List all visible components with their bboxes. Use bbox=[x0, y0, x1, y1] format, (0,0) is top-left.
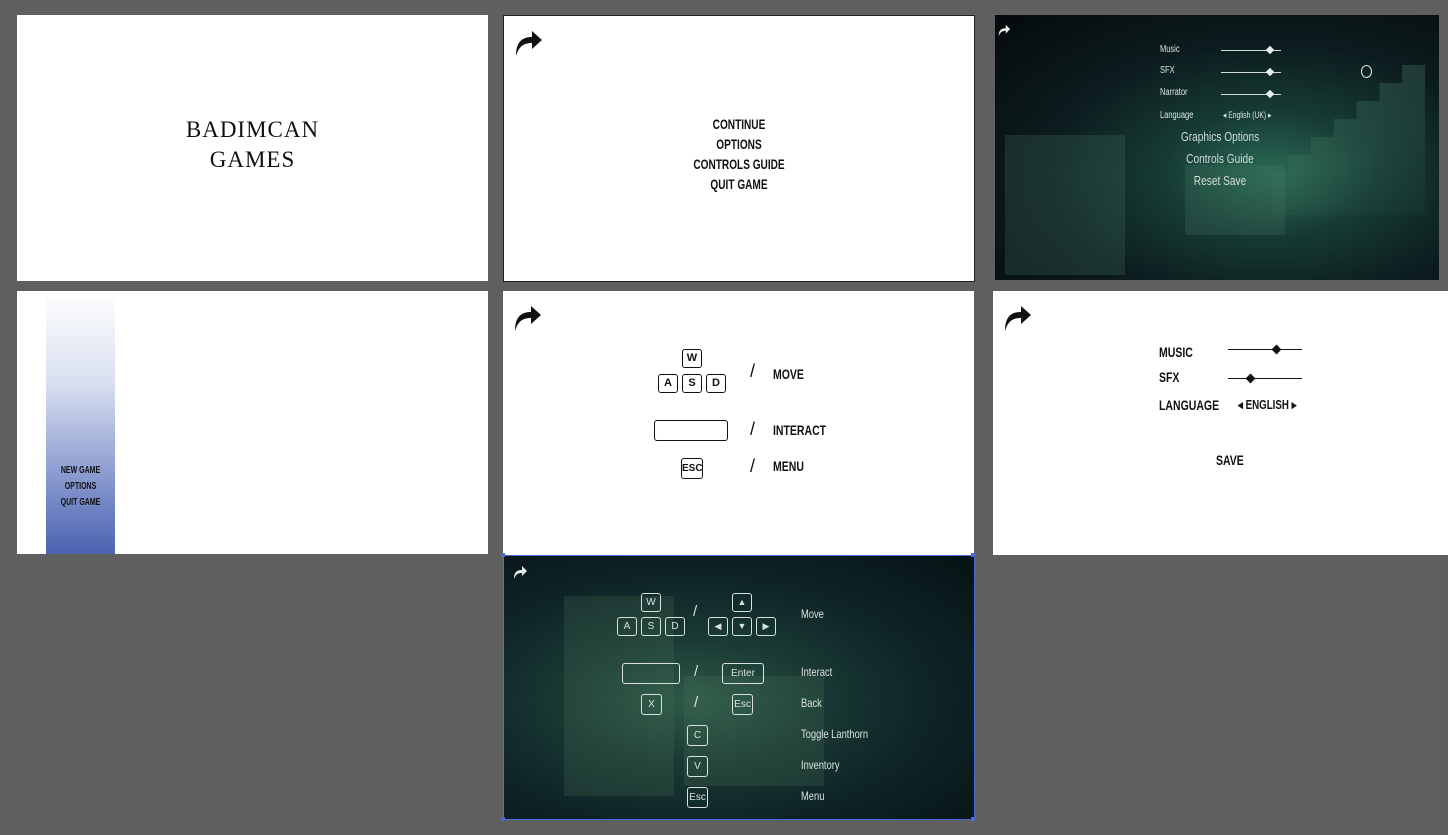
menu-item-options[interactable]: OPTIONS bbox=[64, 481, 97, 492]
key-space bbox=[654, 420, 728, 441]
menu-item-quit-game[interactable]: QUIT GAME bbox=[60, 497, 101, 508]
key-w: W bbox=[641, 593, 661, 612]
key-c: C bbox=[687, 725, 708, 746]
music-label: MUSIC bbox=[1159, 344, 1193, 360]
key-a: A bbox=[617, 617, 637, 636]
curved-arrow-icon[interactable] bbox=[511, 301, 543, 333]
music-slider[interactable] bbox=[1228, 349, 1302, 350]
ruin-block bbox=[564, 596, 674, 796]
music-slider-knob[interactable] bbox=[1271, 344, 1282, 355]
key-esc: Esc bbox=[687, 787, 708, 808]
title-line-1: BADIMCAN bbox=[185, 117, 320, 142]
narrator-label: Narrator bbox=[1160, 87, 1188, 98]
key-w: W bbox=[682, 349, 702, 368]
language-selector[interactable]: ◂ ENGLISH ▸ bbox=[1238, 397, 1297, 412]
studio-title: BADIMCAN GAMES bbox=[17, 115, 488, 175]
toggle-lanthorn-action-label: Toggle Lanthorn bbox=[801, 727, 869, 741]
splash-slide[interactable]: BADIMCAN GAMES bbox=[17, 15, 488, 281]
sfx-slider-knob[interactable] bbox=[1265, 67, 1275, 77]
save-button[interactable]: SAVE bbox=[1216, 452, 1244, 468]
sfx-label: SFX bbox=[1159, 369, 1180, 385]
lantern-icon bbox=[1361, 65, 1372, 78]
language-selector[interactable]: ◂ English (UK) ▸ bbox=[1223, 110, 1272, 120]
settings-dark-slide[interactable]: Music SFX Narrator Language ◂ English (U… bbox=[995, 15, 1439, 280]
key-esc: Esc bbox=[732, 694, 753, 715]
ruin-block bbox=[1005, 135, 1125, 275]
key-space bbox=[622, 663, 680, 684]
curved-arrow-icon[interactable] bbox=[1001, 301, 1033, 333]
interact-action-label: Interact bbox=[801, 665, 833, 679]
language-label: LANGUAGE bbox=[1159, 397, 1220, 413]
curved-arrow-icon[interactable] bbox=[512, 564, 528, 580]
move-action-label: MOVE bbox=[773, 366, 804, 382]
selection-handle[interactable] bbox=[501, 817, 505, 821]
key-d: D bbox=[665, 617, 685, 636]
sfx-slider[interactable] bbox=[1228, 378, 1302, 379]
controls-dark-slide[interactable]: W A S D / ▲ ◀ ▼ ▶ Move / Enter Interact … bbox=[503, 555, 975, 820]
selection-handle[interactable] bbox=[971, 817, 975, 821]
music-label: Music bbox=[1160, 44, 1180, 55]
narrator-slider-knob[interactable] bbox=[1265, 89, 1275, 99]
key-esc: ESC bbox=[681, 458, 703, 479]
menu-panel bbox=[46, 291, 115, 554]
selection-handle[interactable] bbox=[971, 553, 975, 557]
key-arrow-left: ◀ bbox=[708, 617, 728, 636]
separator: / bbox=[750, 419, 756, 439]
key-enter: Enter bbox=[722, 663, 764, 684]
key-arrow-up: ▲ bbox=[732, 593, 752, 612]
controls-light-slide[interactable]: W A S D / MOVE / INTERACT ESC / MENU bbox=[503, 291, 974, 555]
graphics-options-button[interactable]: Graphics Options bbox=[1180, 129, 1260, 144]
menu-action-label: MENU bbox=[773, 458, 804, 474]
interact-action-label: INTERACT bbox=[773, 422, 827, 438]
key-x: X bbox=[641, 694, 662, 715]
menu-item-options[interactable]: OPTIONS bbox=[716, 136, 762, 152]
key-s: S bbox=[682, 374, 702, 393]
music-slider-knob[interactable] bbox=[1265, 45, 1275, 55]
separator: / bbox=[694, 694, 699, 711]
main-menu-list: NEW GAME OPTIONS QUIT GAME bbox=[46, 463, 115, 511]
narrator-slider[interactable] bbox=[1221, 94, 1281, 95]
reset-save-button[interactable]: Reset Save bbox=[1193, 173, 1247, 188]
curved-arrow-icon[interactable] bbox=[512, 26, 544, 58]
menu-item-new-game[interactable]: NEW GAME bbox=[60, 465, 101, 476]
title-line-2: GAMES bbox=[209, 147, 296, 172]
key-d: D bbox=[706, 374, 726, 393]
settings-light-slide[interactable]: MUSIC SFX LANGUAGE ◂ ENGLISH ▸ SAVE bbox=[993, 291, 1448, 555]
language-label: Language bbox=[1160, 110, 1194, 121]
separator: / bbox=[750, 361, 756, 381]
menu-item-controls-guide[interactable]: CONTROLS GUIDE bbox=[693, 156, 785, 172]
pause-menu-list: CONTINUE OPTIONS CONTROLS GUIDE QUIT GAM… bbox=[504, 114, 974, 194]
sfx-slider[interactable] bbox=[1221, 72, 1281, 73]
key-arrow-right: ▶ bbox=[756, 617, 776, 636]
selection-handle[interactable] bbox=[501, 553, 505, 557]
menu-action-label: Menu bbox=[801, 789, 825, 803]
menu-item-continue[interactable]: CONTINUE bbox=[712, 116, 766, 132]
pause-menu-slide[interactable]: CONTINUE OPTIONS CONTROLS GUIDE QUIT GAM… bbox=[503, 15, 975, 282]
controls-guide-button[interactable]: Controls Guide bbox=[1186, 151, 1254, 166]
key-v: V bbox=[687, 756, 708, 777]
separator: / bbox=[693, 603, 698, 620]
curved-arrow-icon[interactable] bbox=[997, 23, 1011, 37]
back-action-label: Back bbox=[801, 696, 822, 710]
key-a: A bbox=[658, 374, 678, 393]
inventory-action-label: Inventory bbox=[801, 758, 840, 772]
separator: / bbox=[694, 663, 699, 680]
ruin-block bbox=[1185, 165, 1285, 235]
sfx-label: SFX bbox=[1160, 65, 1175, 76]
key-s: S bbox=[641, 617, 661, 636]
move-action-label: Move bbox=[801, 607, 824, 621]
sfx-slider-knob[interactable] bbox=[1245, 373, 1256, 384]
music-slider[interactable] bbox=[1221, 50, 1281, 51]
menu-item-quit-game[interactable]: QUIT GAME bbox=[710, 176, 768, 192]
main-menu-slide[interactable]: NEW GAME OPTIONS QUIT GAME bbox=[17, 291, 488, 554]
separator: / bbox=[750, 456, 756, 476]
key-arrow-down: ▼ bbox=[732, 617, 752, 636]
